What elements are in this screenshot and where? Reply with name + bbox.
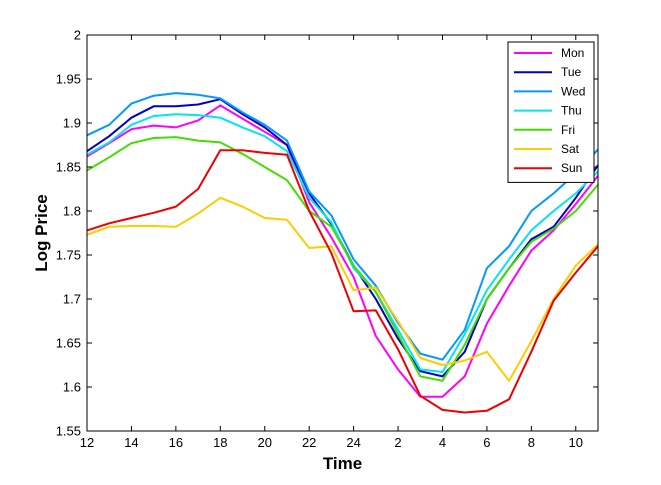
series-layer [86, 92, 599, 414]
y-tick-label: 1.9 [63, 116, 81, 131]
plot-frame [86, 34, 599, 432]
legend: Mon Tue Wed Thu Fri Sat Sun [507, 41, 595, 183]
x-axis: 12 14 16 18 20 22 24 2 4 6 8 10 [80, 35, 583, 450]
legend-label-wed: Wed [561, 84, 585, 98]
y-tick-label: 1.6 [63, 380, 81, 395]
x-tick-label: 14 [124, 435, 138, 450]
series-line-mon [86, 104, 599, 398]
legend-label-fri: Fri [561, 123, 575, 137]
x-tick-label: 6 [483, 435, 490, 450]
x-tick-label: 2 [394, 435, 401, 450]
x-tick-label: 16 [169, 435, 183, 450]
x-tick-label: 22 [302, 435, 316, 450]
y-axis: 1.55 1.6 1.65 1.7 1.75 1.8 1.85 1.9 1.95 2 [56, 28, 598, 439]
y-tick-label: 1.65 [56, 336, 81, 351]
y-tick-label: 1.55 [56, 424, 81, 439]
y-tick-label: 1.8 [63, 204, 81, 219]
y-tick-label: 1.75 [56, 248, 81, 263]
x-axis-title: Time [323, 454, 362, 473]
x-tick-label: 24 [346, 435, 360, 450]
legend-label-mon: Mon [561, 46, 584, 60]
y-tick-label: 1.7 [63, 292, 81, 307]
legend-label-tue: Tue [561, 65, 582, 79]
series-line-sun [86, 149, 599, 414]
y-tick-label: 1.95 [56, 72, 81, 87]
legend-label-sun: Sun [561, 161, 582, 175]
series-line-fri [86, 136, 599, 382]
x-tick-label: 18 [213, 435, 227, 450]
legend-box [507, 41, 595, 183]
y-tick-label: 1.85 [56, 160, 81, 175]
x-tick-label: 8 [528, 435, 535, 450]
series-line-wed [86, 92, 599, 361]
legend-label-thu: Thu [561, 104, 582, 118]
x-tick-label: 4 [439, 435, 446, 450]
series-line-sat [86, 196, 599, 382]
x-tick-label: 10 [569, 435, 583, 450]
y-axis-title: Log Price [32, 194, 51, 271]
x-tick-label: 20 [258, 435, 272, 450]
x-tick-label: 12 [80, 435, 94, 450]
y-tick-label: 2 [74, 28, 81, 43]
legend-label-sat: Sat [561, 142, 580, 156]
